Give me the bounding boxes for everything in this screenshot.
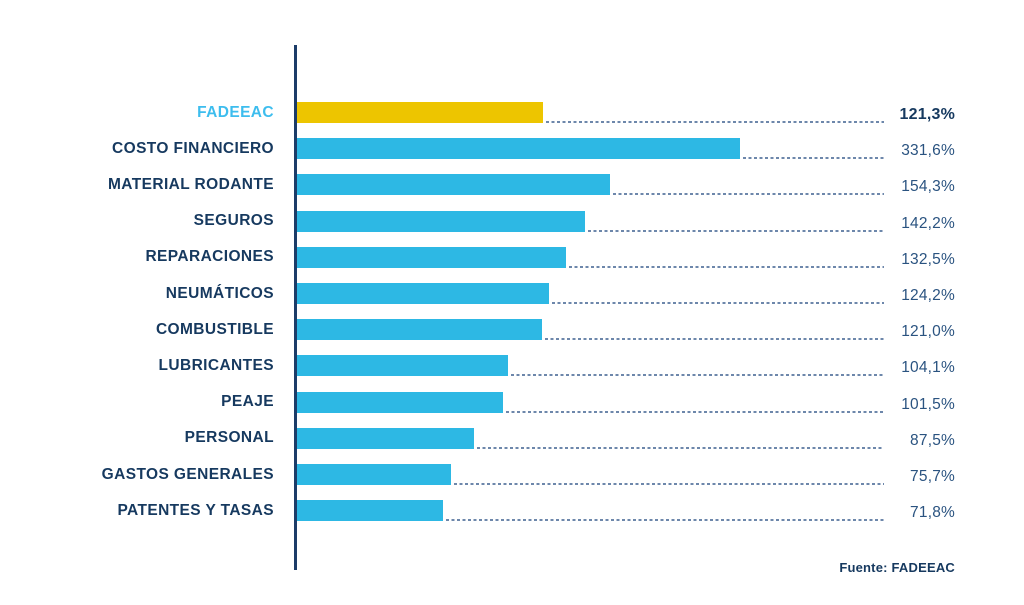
bar [297,391,503,413]
value-label: 142,2% [901,214,955,232]
dotted-leader [477,446,884,449]
value-label: 154,3% [901,178,955,196]
category-label: MATERIAL RODANTE [108,175,274,193]
bar [297,174,610,196]
bar-row: PEAJE 101,5% [0,391,1024,413]
category-label: REPARACIONES [145,248,274,266]
bar [297,319,543,341]
dotted-leader [551,302,884,304]
dotted-leader [445,519,884,522]
bar-row: SEGUROS 142,2% [0,210,1024,232]
category-label: PATENTES Y TASAS [117,501,274,519]
category-label: COMBUSTIBLE [155,320,274,338]
value-label: 71,8% [910,504,955,522]
value-label: 121,0% [901,323,955,341]
value-label: 75,7% [910,468,955,485]
bar [297,210,586,232]
bar-row: FADEEAC 121,3% [0,102,1024,123]
bar-row: GASTOS GENERALES 75,7% [0,464,1024,485]
y-axis-line [294,45,297,570]
dotted-leader [588,229,884,232]
dotted-leader [505,410,884,413]
bar-row: LUBRICANTES 104,1% [0,355,1024,377]
value-label: 132,5% [901,250,955,268]
dotted-leader [612,193,884,196]
bar-row: NEUMÁTICOS 124,2% [0,283,1024,304]
category-label: COSTO FINANCIERO [112,139,274,157]
value-label: 121,3% [899,106,955,123]
value-label: 104,1% [901,359,955,377]
value-label: 124,2% [901,287,955,304]
bar [297,283,549,304]
bar-row: COSTO FINANCIERO 331,6% [0,138,1024,160]
dotted-leader [511,374,884,377]
category-label: SEGUROS [193,212,274,230]
dotted-leader [545,121,884,123]
dotted-leader [545,338,884,341]
bar-highlight [297,102,543,123]
value-label: 101,5% [901,395,955,413]
value-label: 87,5% [910,431,955,449]
bar-row: MATERIAL RODANTE 154,3% [0,174,1024,196]
bar [297,464,451,485]
dotted-leader [743,157,884,160]
category-label: NEUMÁTICOS [165,284,274,302]
bar [297,355,509,377]
value-label: 331,6% [901,142,955,160]
category-label: GASTOS GENERALES [101,465,274,483]
bar-row: PERSONAL 87,5% [0,427,1024,449]
dotted-leader [453,483,884,485]
category-label: PERSONAL [184,429,274,447]
bar [297,427,475,449]
category-label: PEAJE [221,393,274,411]
bar-row: REPARACIONES 132,5% [0,246,1024,268]
bar [297,500,443,522]
category-label: FADEEAC [197,103,274,121]
bar [297,138,740,160]
bar [297,246,566,268]
category-label: LUBRICANTES [158,356,274,374]
bar-row: COMBUSTIBLE 121,0% [0,319,1024,341]
bar-row: PATENTES Y TASAS 71,8% [0,500,1024,522]
source-note: Fuente: FADEEAC [839,560,955,575]
dotted-leader [568,265,884,268]
